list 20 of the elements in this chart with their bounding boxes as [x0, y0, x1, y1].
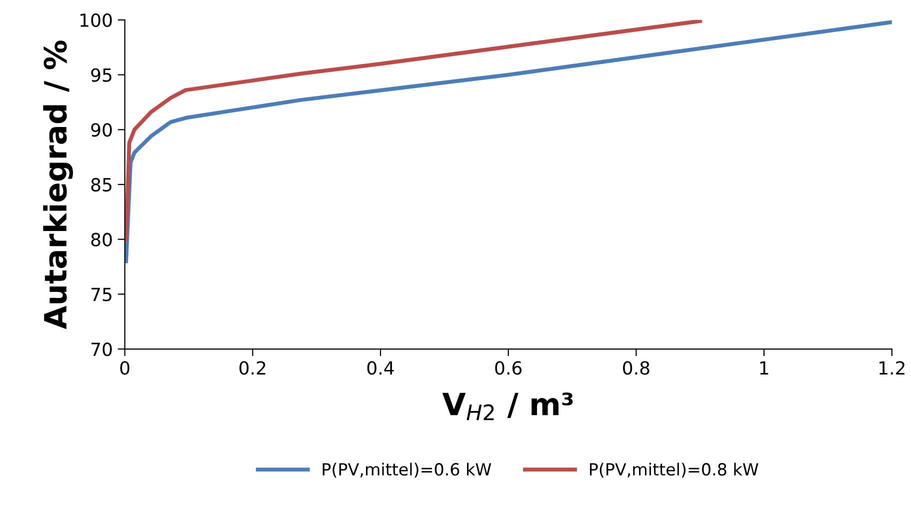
line-series — [124, 20, 892, 264]
y-tick-label: 85 — [91, 178, 112, 192]
x-tick-label: 1.2 — [879, 361, 904, 375]
x-axis-title: V$_{H2}$ / m³ — [442, 392, 573, 420]
legend-label: P(PV,mittel)=0.6 kW — [322, 462, 492, 478]
legend-label: P(PV,mittel)=0.8 kW — [590, 462, 758, 478]
y-tick-label: 100 — [80, 13, 112, 28]
x-tick-label: 0 — [120, 361, 130, 375]
x-tick-label: 0.8 — [623, 361, 650, 375]
x-tick-label: 0.2 — [239, 361, 266, 375]
x-tick-label: 1 — [760, 361, 768, 375]
y-tick-label: 70 — [92, 342, 112, 356]
y-tick-label: 75 — [92, 288, 112, 302]
y-axis-title: Autarkiegrad / % — [43, 40, 73, 330]
y-tick-label: 80 — [91, 232, 112, 246]
x-tick-label: 0.4 — [367, 361, 394, 375]
y-tick-label: 95 — [91, 68, 112, 82]
line-series — [124, 20, 702, 242]
y-tick-label: 90 — [91, 123, 112, 137]
x-tick-label: 0.6 — [495, 361, 522, 375]
